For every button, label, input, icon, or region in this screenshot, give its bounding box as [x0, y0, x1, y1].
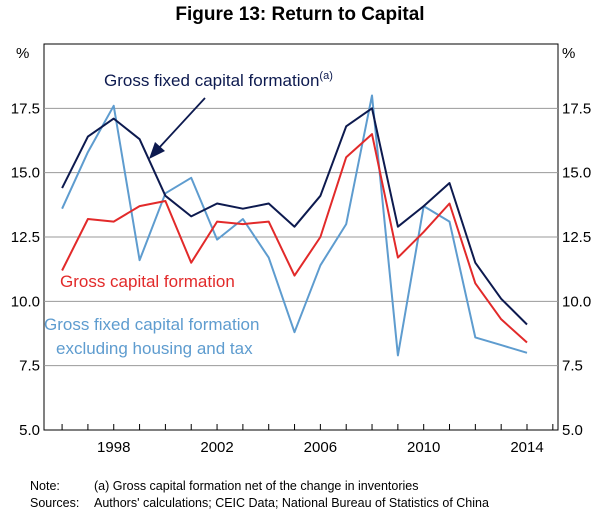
x-tick-label: 2006 [304, 439, 337, 456]
annotation-arrow [149, 97, 206, 159]
series-label-gfcf-ex-line2: excluding housing and tax [56, 339, 253, 358]
y-tick-label-right: 5.0 [562, 422, 583, 439]
y-tick-label-right: 10.0 [562, 293, 591, 310]
y-axis-left: 5.0 7.5 10.0 12.5 15.0 17.5 [11, 100, 40, 439]
note-row: Note: (a) Gross capital formation net of… [30, 478, 489, 495]
sources-key: Sources: [30, 496, 80, 510]
x-tick-label: 2014 [510, 439, 543, 456]
y-tick-label-left: 10.0 [11, 293, 40, 310]
y-tick-label-left: 5.0 [19, 422, 40, 439]
y-unit-left: % [16, 45, 29, 62]
series-label-gcf: Gross capital formation [60, 272, 235, 291]
y-tick-label-left: 17.5 [11, 100, 40, 117]
sources-row: Sources: Authors' calculations; CEIC Dat… [30, 495, 489, 512]
series-line-gfcf [61, 107, 528, 326]
y-axis-right: 5.0 7.5 10.0 12.5 15.0 17.5 [562, 100, 591, 439]
x-tick-label: 2010 [407, 439, 440, 456]
y-tick-label-right: 15.0 [562, 165, 591, 182]
x-axis: 1998 2002 2006 2010 2014 [61, 424, 554, 456]
series-label-gfcf: Gross fixed capital formation(a) [104, 70, 333, 90]
y-tick-label-right: 12.5 [562, 229, 591, 246]
note-text: (a) Gross capital formation net of the c… [94, 479, 419, 493]
series-line-gcf [61, 133, 528, 344]
series-label-gfcf-ex-line1: Gross fixed capital formation [44, 315, 259, 334]
series-lines [61, 94, 528, 357]
x-tick-label: 2002 [200, 439, 233, 456]
y-tick-label-left: 15.0 [11, 165, 40, 182]
gridlines [44, 107, 558, 367]
y-tick-label-right: 7.5 [562, 358, 583, 375]
y-unit-right: % [562, 45, 575, 62]
x-tick-label: 1998 [97, 439, 130, 456]
notes: Note: (a) Gross capital formation net of… [30, 478, 489, 512]
note-key: Note: [30, 479, 60, 493]
y-tick-label-left: 7.5 [19, 358, 40, 375]
series-line-gfcf-ex-housing-tax [61, 94, 528, 357]
chart-title: Figure 13: Return to Capital [175, 4, 425, 25]
sources-text: Authors' calculations; CEIC Data; Nation… [94, 496, 489, 510]
line-chart: 5.0 7.5 10.0 12.5 15.0 17.5 5.0 7.5 10.0 12.5 15.… [11, 43, 591, 456]
y-tick-label-right: 17.5 [562, 100, 591, 117]
y-tick-label-left: 12.5 [11, 229, 40, 246]
